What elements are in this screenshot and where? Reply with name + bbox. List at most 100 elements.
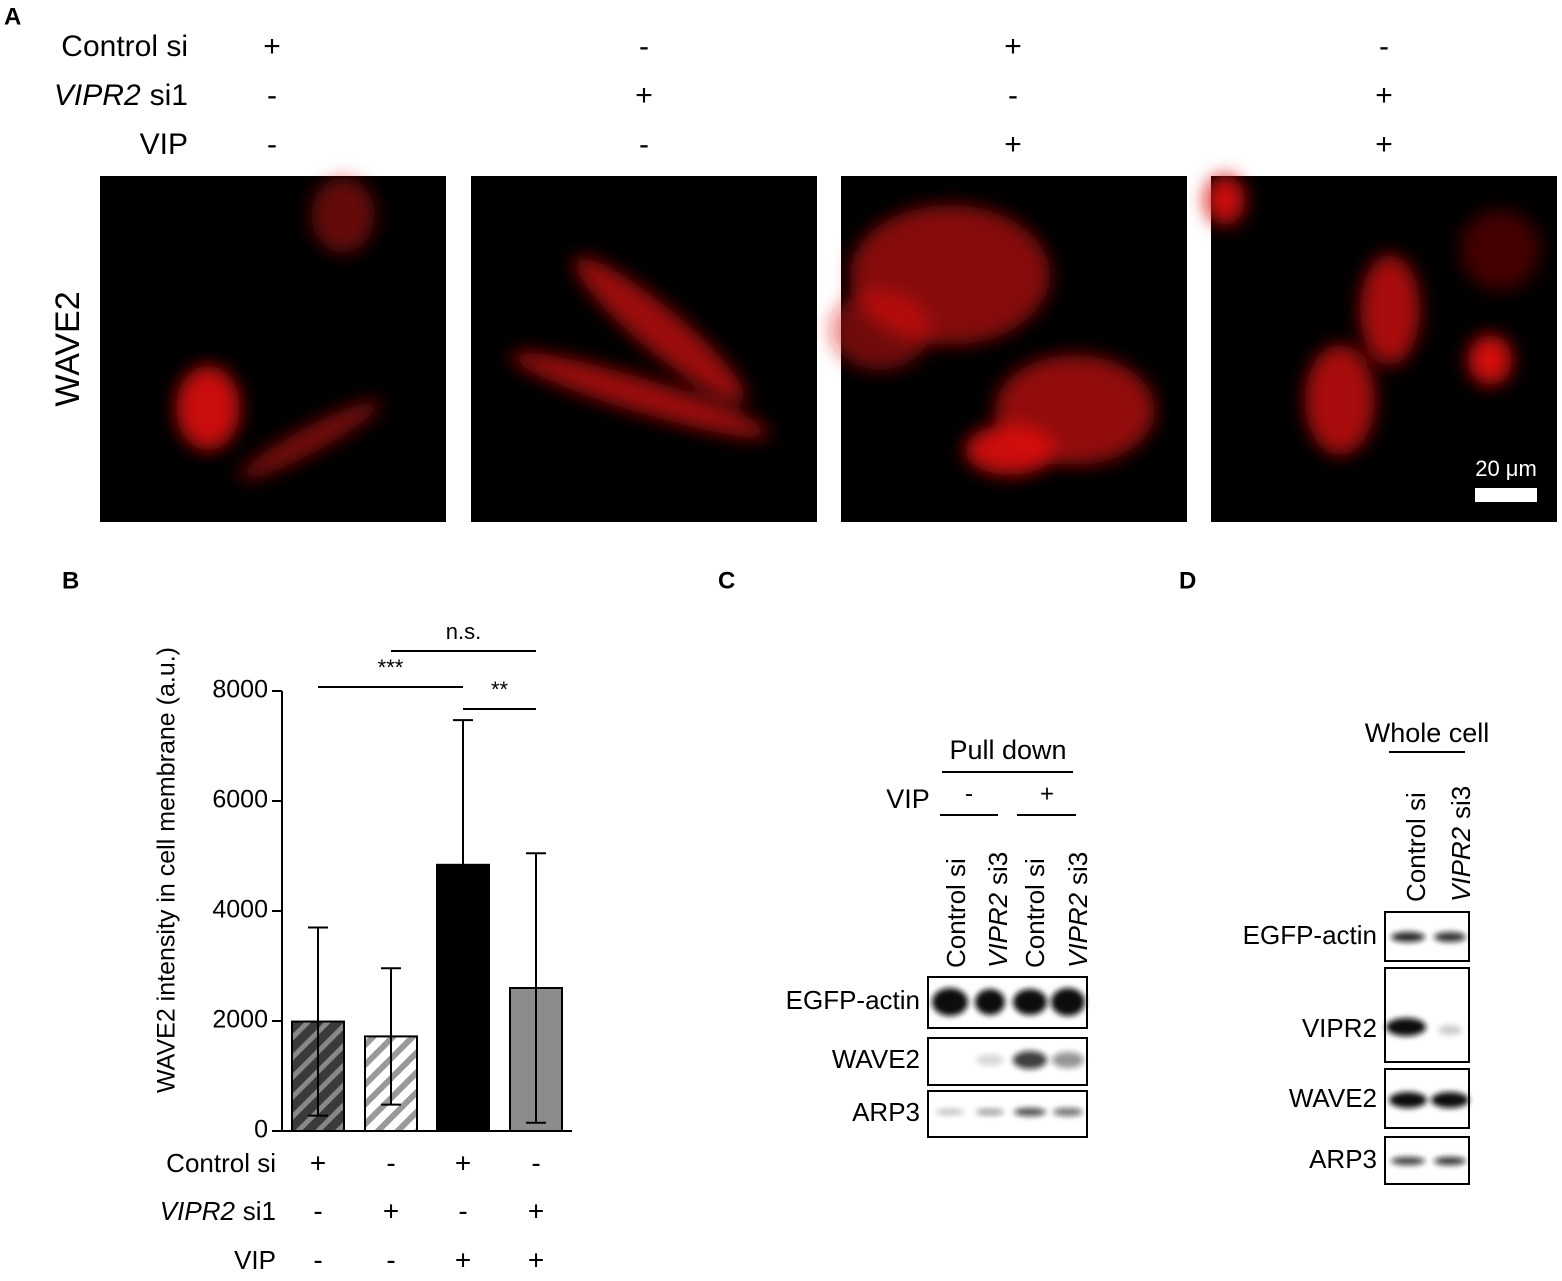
blot-box xyxy=(927,1090,1088,1138)
lane-label: Control si xyxy=(1401,792,1431,902)
image xyxy=(471,176,817,522)
label-text: si3 xyxy=(983,852,1013,885)
cells xyxy=(176,177,381,480)
treatment-mark: + xyxy=(1040,780,1054,807)
blots xyxy=(927,911,1470,1185)
label-text: Control si xyxy=(1401,792,1431,902)
condition-mark: + xyxy=(455,1147,471,1178)
bands xyxy=(932,932,1469,1165)
condition-mark: + xyxy=(528,1195,544,1226)
significance-label: n.s. xyxy=(446,619,481,644)
significance-label: ** xyxy=(491,677,509,702)
panel-label: C xyxy=(718,567,735,594)
condition-mark: - xyxy=(386,1147,395,1178)
condition-label: Control si xyxy=(61,30,188,63)
condition-mark: + xyxy=(1375,79,1393,112)
lane-label: VIPR2 si3 xyxy=(1446,786,1476,902)
lane-label: Control si xyxy=(941,858,971,968)
scale-bar xyxy=(1475,488,1537,502)
condition-mark: - xyxy=(386,1244,395,1275)
label-italic: VIPR2 xyxy=(160,1196,236,1226)
blot-box xyxy=(1384,1136,1470,1185)
condition-label: VIPR2 si1 xyxy=(160,1196,276,1226)
y-tick-label: 8000 xyxy=(212,676,268,704)
row-label: VIPR2 xyxy=(1302,1013,1377,1043)
condition-mark: + xyxy=(1375,128,1393,161)
y-tick-label: 2000 xyxy=(212,1006,268,1034)
condition-mark: - xyxy=(267,128,277,161)
condition-mark: - xyxy=(639,30,649,63)
error-bar xyxy=(526,852,546,1124)
y-tick-label: 6000 xyxy=(212,786,268,814)
label-text: Control si xyxy=(941,858,971,968)
micrographs xyxy=(100,175,1557,522)
condition-mark: + xyxy=(383,1195,399,1226)
cells xyxy=(510,257,770,438)
stain-label: WAVE2 xyxy=(49,291,87,406)
blot-header: Whole cell xyxy=(1365,718,1490,748)
row-label: WAVE2 xyxy=(1289,1083,1377,1113)
blot-header: Pull down xyxy=(949,735,1066,765)
label-text: si3 xyxy=(1063,852,1093,885)
significance-label: *** xyxy=(378,655,404,680)
y-tick-label: 0 xyxy=(254,1116,268,1144)
label-italic: VIPR2 xyxy=(1446,826,1476,902)
scale-bar-label: 20 μm xyxy=(1475,456,1537,481)
error-bar xyxy=(453,719,473,1011)
label-text: Control si xyxy=(1020,858,1050,968)
row-label: EGFP-actin xyxy=(786,985,920,1015)
blot-box xyxy=(1384,911,1470,962)
condition-label: Control si xyxy=(166,1148,276,1178)
label-text: VIP xyxy=(234,1245,276,1275)
label-italic: VIPR2 xyxy=(1063,892,1093,968)
condition-mark: + xyxy=(455,1244,471,1275)
label-text: Control si xyxy=(166,1148,276,1178)
label-text: VIP xyxy=(140,128,188,161)
error-bar xyxy=(308,926,328,1117)
label-text: si1 xyxy=(243,1196,276,1226)
cells xyxy=(1205,175,1540,455)
condition-label: VIPR2 si1 xyxy=(54,79,188,112)
panel-label: B xyxy=(62,567,79,594)
condition-mark: - xyxy=(458,1195,467,1226)
lane-label: Control si xyxy=(1020,858,1050,968)
blot-box xyxy=(1384,1068,1470,1129)
condition-mark: - xyxy=(313,1244,322,1275)
y-axis-title: WAVE2 intensity in cell membrane (a.u.) xyxy=(153,647,181,1093)
error-bar xyxy=(381,967,401,1106)
label-text: si1 xyxy=(150,79,188,112)
label-italic: VIPR2 xyxy=(54,79,141,112)
condition-mark: + xyxy=(310,1147,326,1178)
row-label: ARP3 xyxy=(852,1097,920,1127)
condition-mark: - xyxy=(1379,30,1389,63)
row-label: ARP3 xyxy=(1309,1144,1377,1174)
condition-mark: + xyxy=(263,30,281,63)
label-italic: VIPR2 xyxy=(983,892,1013,968)
blot-box xyxy=(1384,967,1470,1063)
condition-mark: - xyxy=(313,1195,322,1226)
condition-mark: + xyxy=(528,1244,544,1275)
panel-label: D xyxy=(1179,567,1196,594)
lane-label: VIPR2 si3 xyxy=(983,852,1013,968)
condition-mark: + xyxy=(635,79,653,112)
condition-mark: - xyxy=(531,1147,540,1178)
condition-mark: - xyxy=(639,128,649,161)
blot-box xyxy=(927,976,1088,1029)
row-label: EGFP-actin xyxy=(1243,920,1377,950)
row-label: WAVE2 xyxy=(832,1044,920,1074)
condition-mark: - xyxy=(1008,79,1018,112)
blot-box xyxy=(927,1037,1088,1086)
treatment-label: VIP xyxy=(886,784,930,814)
condition-mark: - xyxy=(267,79,277,112)
panel-label: A xyxy=(4,3,21,30)
y-tick-label: 4000 xyxy=(212,896,268,924)
label-text: si3 xyxy=(1446,786,1476,819)
condition-mark: + xyxy=(1004,128,1022,161)
cells xyxy=(830,205,1155,475)
label-text: Control si xyxy=(61,30,188,63)
condition-mark: + xyxy=(1004,30,1022,63)
condition-label: VIP xyxy=(140,128,188,161)
lane-label: VIPR2 si3 xyxy=(1063,852,1093,968)
treatment-mark: - xyxy=(965,780,973,807)
